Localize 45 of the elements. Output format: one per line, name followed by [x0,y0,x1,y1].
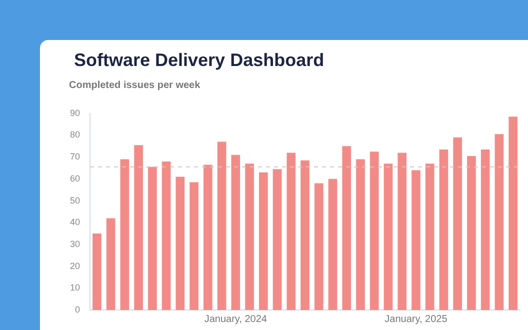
bar [508,116,518,310]
bar [480,149,490,310]
bar [106,218,116,310]
bar [120,159,130,310]
chart-title: Software Delivery Dashboard [74,50,324,71]
bar [217,142,226,310]
bar [203,164,212,310]
bar [425,164,434,310]
y-tick-label: 80 [70,130,80,140]
bar [384,164,393,310]
y-tick-label: 0 [74,304,80,314]
y-tick-label: 30 [70,238,80,249]
bar [300,160,310,310]
bar [92,234,102,310]
bar [258,172,268,310]
bar [439,149,448,310]
bar [412,170,420,310]
bar [314,183,324,310]
bar [162,161,171,310]
y-tick-label: 10 [70,282,80,293]
bar [398,152,407,310]
bar [245,164,254,310]
y-tick-label: 70 [70,152,80,162]
bar [176,176,185,310]
bar [134,145,143,310]
y-tick-label: 20 [70,260,80,271]
bar [328,178,338,310]
bar [231,154,240,310]
x-tick-label: January, 2025 [384,314,448,325]
bar [272,169,282,310]
bar [356,159,365,310]
x-tick-label: January, 2024 [204,314,268,325]
bar [467,156,476,310]
bar [190,182,198,310]
bar [370,152,379,310]
bar [342,146,352,310]
y-tick-label: 50 [70,195,80,206]
bar [286,152,296,310]
bar [494,134,504,310]
bar [453,137,462,310]
y-tick-label: 90 [70,108,80,118]
chart-subtitle: Completed issues per week [69,80,200,91]
y-tick-label: 40 [70,217,80,228]
y-tick-label: 60 [70,173,80,184]
bar [148,166,157,310]
